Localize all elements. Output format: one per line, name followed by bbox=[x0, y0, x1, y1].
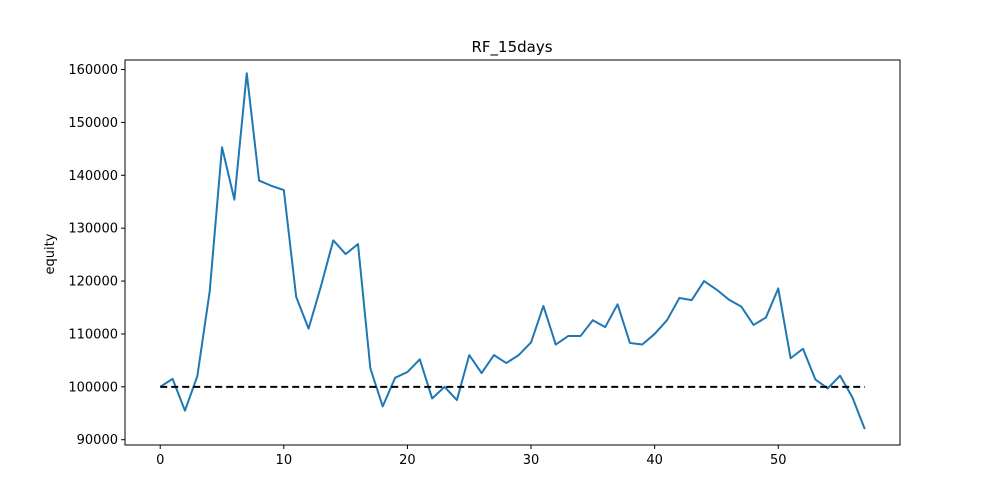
y-tick-label: 120000 bbox=[68, 275, 118, 290]
y-tick-label: 110000 bbox=[68, 327, 118, 342]
x-tick-label: 30 bbox=[523, 453, 540, 468]
chart-title: RF_15days bbox=[471, 38, 552, 57]
y-tick-label: 90000 bbox=[77, 433, 118, 448]
y-tick-label: 160000 bbox=[68, 63, 118, 78]
x-tick-label: 50 bbox=[770, 453, 787, 468]
y-tick-label: 150000 bbox=[68, 116, 118, 131]
y-tick-label: 100000 bbox=[68, 380, 118, 395]
y-axis-title: equity bbox=[43, 233, 58, 274]
y-tick-label: 130000 bbox=[68, 222, 118, 237]
plot-area bbox=[159, 72, 866, 430]
x-tick-label: 0 bbox=[156, 453, 164, 468]
x-tick-label: 40 bbox=[646, 453, 663, 468]
y-tick-label: 140000 bbox=[68, 169, 118, 184]
equity-series-line bbox=[159, 72, 866, 430]
plot-frame bbox=[124, 59, 901, 446]
y-axis-ticks: 90000 100000 110000 120000 130000 140000 15000… bbox=[68, 63, 125, 448]
x-axis-ticks: 0 10 20 30 40 50 bbox=[156, 445, 787, 468]
x-tick-label: 20 bbox=[399, 453, 416, 468]
x-tick-label: 10 bbox=[276, 453, 293, 468]
